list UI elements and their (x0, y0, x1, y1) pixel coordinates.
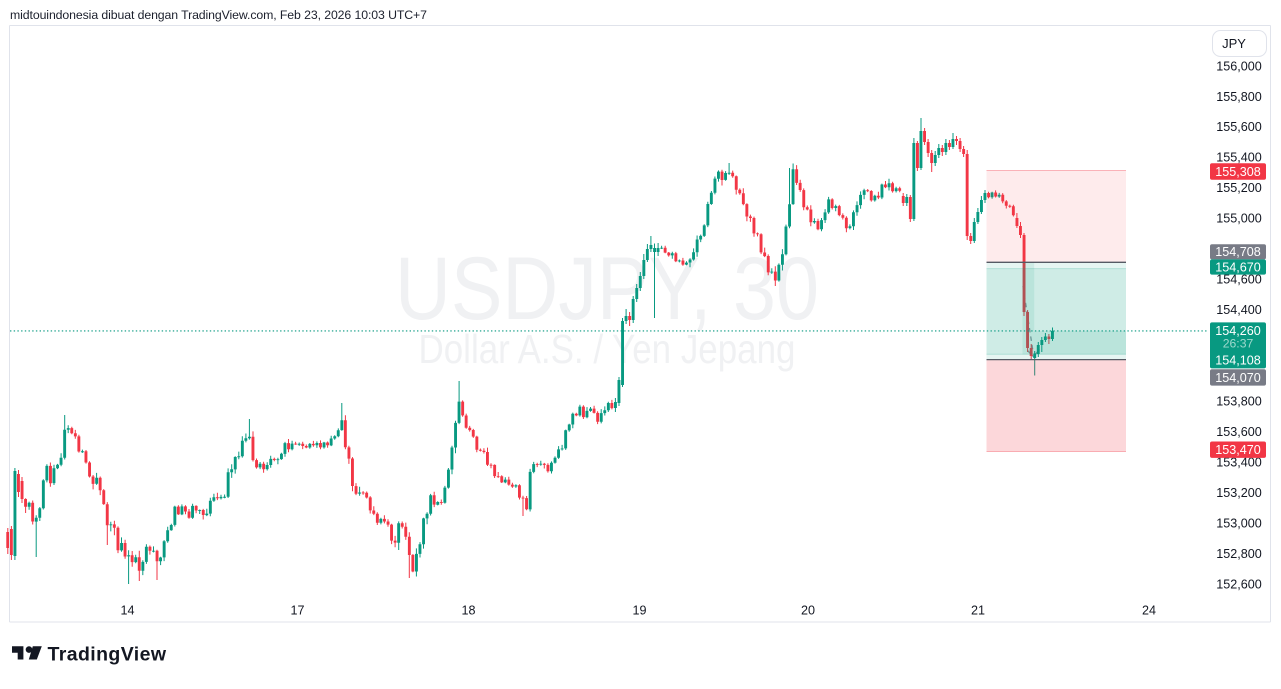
svg-text:154,600: 154,600 (1216, 273, 1262, 287)
svg-text:24: 24 (1142, 604, 1156, 618)
svg-text:153,470: 153,470 (1215, 443, 1261, 457)
svg-text:154,260: 154,260 (1215, 324, 1261, 338)
svg-text:TradingView: TradingView (48, 644, 167, 666)
svg-text:154,670: 154,670 (1215, 260, 1261, 274)
svg-text:153,000: 153,000 (1216, 516, 1262, 530)
svg-text:154,400: 154,400 (1216, 303, 1262, 317)
svg-text:154,708: 154,708 (1215, 245, 1261, 259)
svg-text:154,108: 154,108 (1215, 353, 1261, 367)
svg-text:155,600: 155,600 (1216, 120, 1262, 134)
svg-text:155,200: 155,200 (1216, 181, 1262, 195)
svg-text:152,800: 152,800 (1216, 547, 1262, 561)
svg-text:19: 19 (632, 604, 646, 618)
svg-text:20: 20 (801, 604, 815, 618)
svg-text:14: 14 (120, 604, 134, 618)
svg-text:155,000: 155,000 (1216, 212, 1262, 226)
svg-text:153,200: 153,200 (1216, 486, 1262, 500)
svg-text:midtouindonesia dibuat dengan: midtouindonesia dibuat dengan TradingVie… (10, 8, 427, 22)
svg-text:18: 18 (461, 604, 475, 618)
svg-text:21: 21 (971, 604, 985, 618)
svg-text:26:37: 26:37 (1223, 337, 1254, 351)
svg-text:Dollar A.S. / Yen Jepang: Dollar A.S. / Yen Jepang (419, 326, 796, 372)
svg-text:USDJPY, 30: USDJPY, 30 (395, 238, 819, 338)
svg-text:155,308: 155,308 (1215, 165, 1261, 179)
svg-text:JPY: JPY (1222, 36, 1246, 51)
svg-text:154,070: 154,070 (1215, 371, 1261, 385)
svg-text:153,600: 153,600 (1216, 425, 1262, 439)
svg-text:156,000: 156,000 (1216, 59, 1262, 73)
svg-text:155,800: 155,800 (1216, 90, 1262, 104)
svg-text:153,400: 153,400 (1216, 455, 1262, 469)
svg-text:153,800: 153,800 (1216, 395, 1262, 409)
svg-text:17: 17 (290, 604, 304, 618)
svg-text:152,600: 152,600 (1216, 577, 1262, 591)
svg-text:155,400: 155,400 (1216, 151, 1262, 165)
